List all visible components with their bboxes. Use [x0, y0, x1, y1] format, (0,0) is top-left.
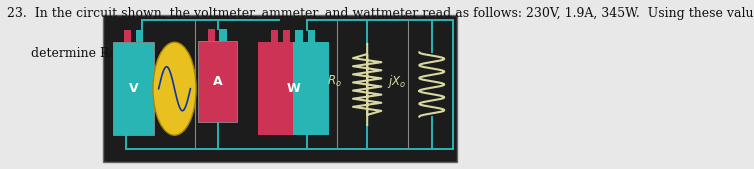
- FancyBboxPatch shape: [198, 41, 237, 122]
- Text: V: V: [129, 82, 139, 95]
- FancyBboxPatch shape: [293, 42, 329, 135]
- FancyBboxPatch shape: [103, 15, 457, 162]
- Text: A: A: [213, 75, 222, 88]
- Text: $R_o$: $R_o$: [326, 74, 342, 89]
- FancyBboxPatch shape: [271, 30, 278, 42]
- FancyBboxPatch shape: [219, 29, 227, 41]
- FancyBboxPatch shape: [113, 42, 154, 135]
- FancyBboxPatch shape: [258, 42, 293, 135]
- FancyBboxPatch shape: [283, 30, 290, 42]
- FancyBboxPatch shape: [124, 30, 131, 42]
- FancyBboxPatch shape: [296, 30, 303, 42]
- Text: 23.  In the circuit shown, the voltmeter, ammeter, and wattmeter read as follows: 23. In the circuit shown, the voltmeter,…: [8, 7, 754, 20]
- Text: W: W: [287, 82, 300, 95]
- Text: determine Ro and Xo.: determine Ro and Xo.: [8, 47, 169, 60]
- Text: $jX_o$: $jX_o$: [387, 73, 406, 90]
- FancyBboxPatch shape: [308, 30, 315, 42]
- Ellipse shape: [153, 42, 196, 135]
- FancyBboxPatch shape: [208, 29, 216, 41]
- FancyBboxPatch shape: [136, 30, 143, 42]
